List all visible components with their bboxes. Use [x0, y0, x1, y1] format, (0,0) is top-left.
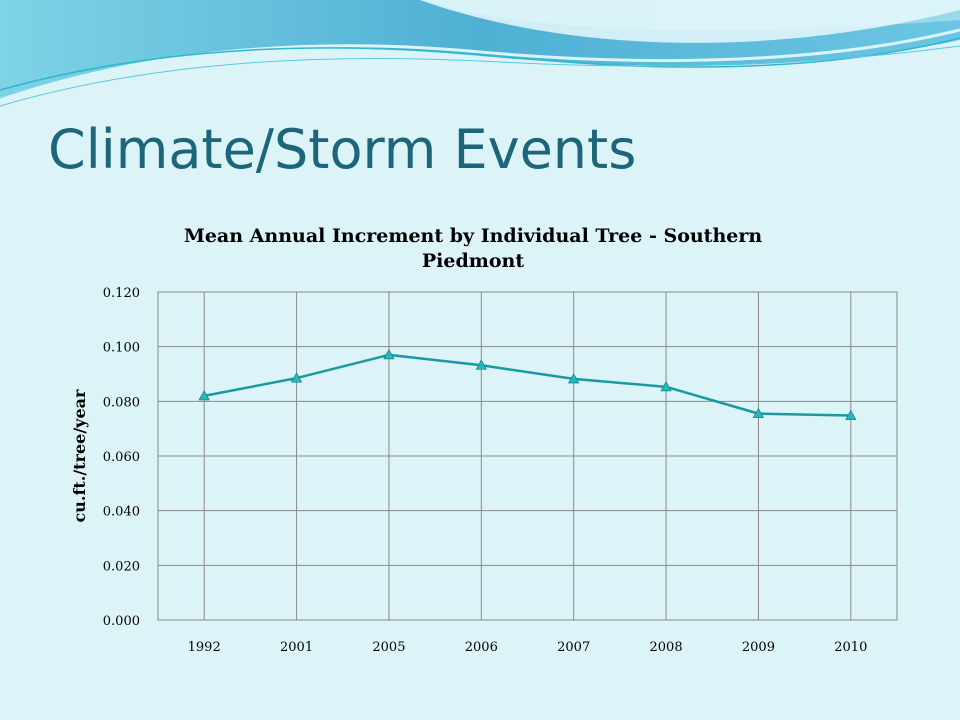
x-tick-label: 2005 — [372, 640, 405, 655]
header-wave-decoration — [0, 0, 960, 107]
data-point-marker — [845, 409, 857, 420]
y-tick-label: 0.060 — [103, 450, 140, 465]
x-tick-label: 2006 — [465, 640, 498, 655]
y-axis-label-group: cu.ft./tree/year — [70, 389, 89, 523]
x-axis-ticks: 1992 2001 2005 2006 2007 2008 2009 2010 — [188, 640, 868, 655]
data-point-marker — [660, 381, 672, 392]
data-point-marker — [752, 407, 765, 419]
x-tick-label: 2001 — [280, 640, 313, 655]
data-series — [198, 349, 857, 420]
x-tick-label: 2008 — [650, 640, 683, 655]
x-tick-label: 2007 — [557, 640, 590, 655]
y-axis-ticks: 0.000 0.020 0.040 0.060 0.080 0.100 0.120 — [103, 286, 140, 629]
y-axis-label: cu.ft./tree/year — [70, 389, 89, 523]
series-line — [203, 353, 851, 417]
slide-title: Climate/Storm Events — [48, 118, 637, 181]
x-tick-label: 1992 — [188, 640, 221, 655]
y-tick-label: 0.120 — [103, 286, 140, 301]
chart-title-line: Mean Annual Increment by Individual Tree… — [184, 225, 763, 247]
data-point-marker — [290, 372, 303, 383]
x-tick-label: 2010 — [834, 640, 867, 655]
x-tick-label: 2009 — [742, 640, 775, 655]
chart-title-line: Piedmont — [422, 250, 524, 272]
y-tick-label: 0.020 — [103, 559, 140, 574]
y-tick-label: 0.080 — [103, 395, 140, 410]
chart-title: Mean Annual Increment by Individual Tree… — [184, 225, 763, 272]
chart-grid — [157, 291, 898, 621]
y-tick-label: 0.100 — [103, 341, 140, 356]
data-point-marker — [475, 359, 487, 370]
y-tick-label: 0.040 — [103, 505, 140, 520]
data-point-marker — [198, 390, 210, 401]
y-tick-label: 0.000 — [103, 614, 140, 629]
data-point-marker — [568, 373, 580, 384]
data-point-marker — [383, 349, 395, 360]
